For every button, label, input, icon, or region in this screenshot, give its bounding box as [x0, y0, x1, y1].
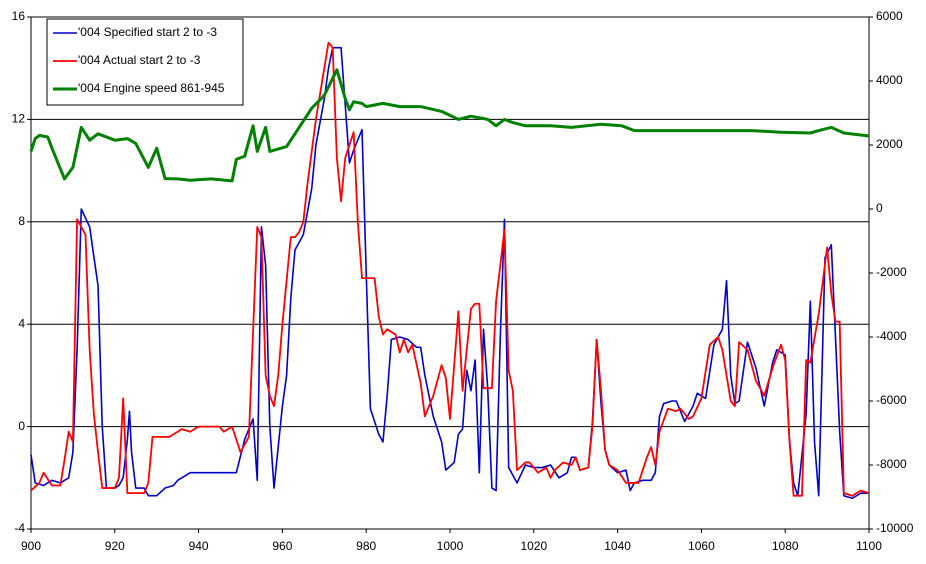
- y2-tick-label: -6000: [876, 393, 907, 407]
- x-tick-label: 1080: [772, 539, 799, 553]
- x-tick-label: 1100: [856, 539, 882, 553]
- legend: '004 Specified start 2 to -3 '004 Actual …: [46, 18, 244, 106]
- x-tick-label: 1020: [520, 539, 547, 553]
- y2-tick-label: -4000: [876, 329, 907, 343]
- x-tick-label: 980: [356, 539, 376, 553]
- legend-label: '004 Actual start 2 to -3: [78, 53, 201, 67]
- y-tick-label: 12: [12, 112, 26, 126]
- y-tick-label: 4: [18, 316, 25, 330]
- y2-tick-label: 4000: [876, 73, 903, 87]
- x-tick-label: 1040: [604, 539, 631, 553]
- y-tick-label: -4: [14, 521, 25, 535]
- plot-frame: [30, 16, 870, 530]
- y2-tick-label: -8000: [876, 457, 907, 471]
- x-tick-label: 960: [272, 539, 292, 553]
- y-tick-label: 16: [12, 9, 26, 23]
- series-line: [30, 41, 870, 497]
- y2-tick-label: -10000: [876, 521, 914, 535]
- x-tick-label: 900: [21, 539, 41, 553]
- y2-tick-label: 0: [876, 201, 883, 215]
- x-tick-label: 920: [105, 539, 125, 553]
- y2-tick-label: -2000: [876, 265, 907, 279]
- y2-tick-label: 6000: [876, 9, 903, 23]
- y-tick-label: 0: [18, 419, 25, 433]
- y2-tick-label: 2000: [876, 137, 903, 151]
- legend-box: [46, 18, 244, 106]
- series-line: [29, 68, 870, 183]
- y-tick-label: 8: [18, 214, 25, 228]
- x-tick-label: 940: [189, 539, 209, 553]
- legend-label: '004 Engine speed 861-945: [78, 81, 225, 95]
- series-line: [30, 46, 869, 500]
- legend-label: '004 Specified start 2 to -3: [78, 25, 217, 39]
- x-tick-label: 1000: [437, 539, 464, 553]
- x-tick-label: 1060: [688, 539, 715, 553]
